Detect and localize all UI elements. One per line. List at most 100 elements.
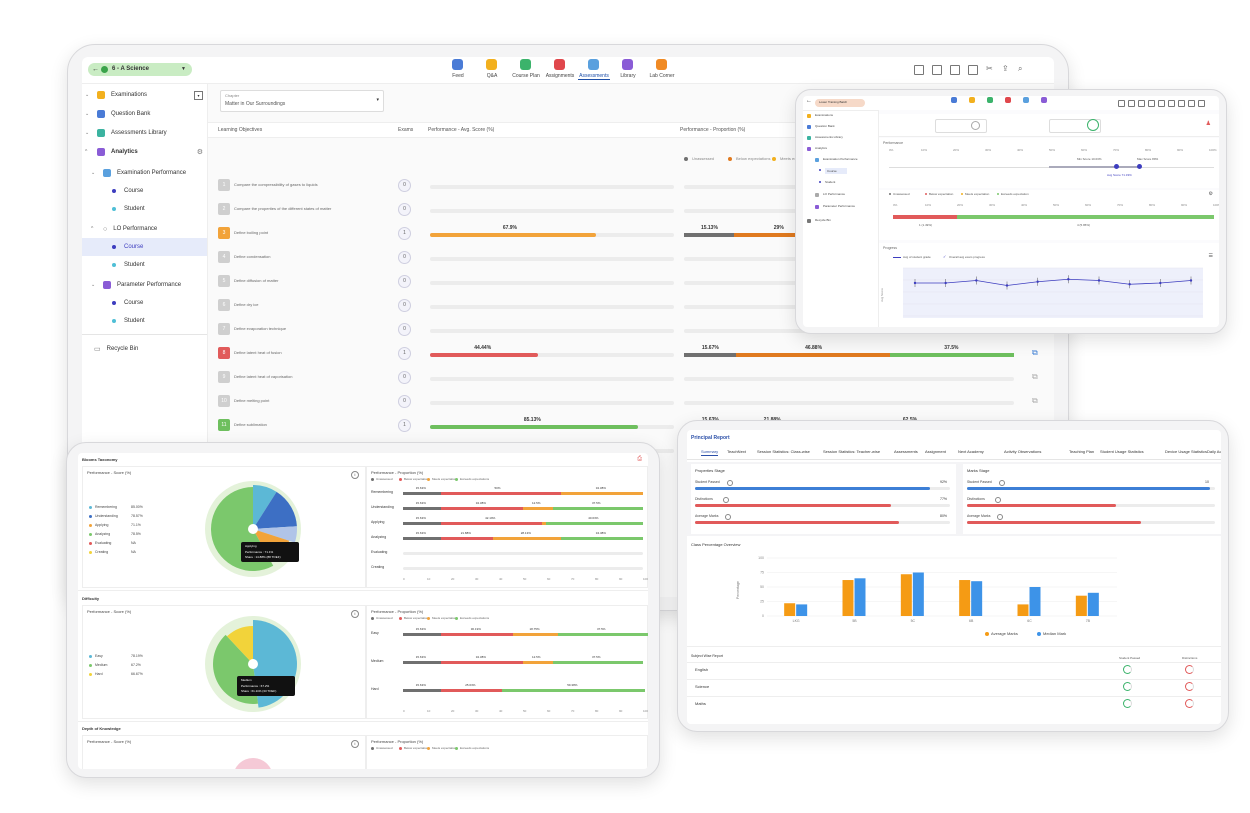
sidebar-item-analytics[interactable]: ^ Analytics ⚙ xyxy=(82,143,207,161)
tr-nav-icon[interactable] xyxy=(1005,97,1011,103)
sidebar-item-question-bank[interactable]: ⌄ Question Bank xyxy=(82,105,207,123)
sidebar-item-examinations[interactable]: ⌄ Examinations ▾ xyxy=(82,86,207,104)
sidebar-item-examination-performance[interactable]: ⌄ Examination Performance xyxy=(82,164,207,182)
tr-nav-icon[interactable] xyxy=(1023,97,1029,103)
tr-sidebar-item[interactable]: Course xyxy=(825,168,847,174)
nav-library-icon[interactable] xyxy=(622,59,633,70)
sidebar-item-parameter-performance[interactable]: ⌄ Parameter Performance xyxy=(82,276,207,294)
class-selector[interactable]: ← 6 - A Science ▼ xyxy=(88,63,192,76)
tr-sidebar-item[interactable]: Examination Performance xyxy=(823,157,858,161)
toolbar-icon-4[interactable] xyxy=(968,65,978,75)
tr-filter-icon[interactable]: ☰ xyxy=(1208,253,1213,259)
tr-sidebar-item[interactable]: Analytics xyxy=(815,146,828,150)
settings-icon[interactable]: ⚙ xyxy=(196,149,203,156)
toolbar-icon-1[interactable] xyxy=(914,65,924,75)
back-icon[interactable]: ← xyxy=(92,66,99,73)
pie-slice[interactable] xyxy=(253,526,297,543)
tr-nav-icon[interactable] xyxy=(969,97,975,103)
tr-nav-icon[interactable] xyxy=(987,97,993,103)
tr-tool-icon[interactable] xyxy=(1158,100,1165,107)
report-tab[interactable]: Session Statistics: Class-wise xyxy=(757,449,810,454)
sidebar-item-course[interactable]: Course xyxy=(82,294,207,312)
tr-tool-icon[interactable] xyxy=(1118,100,1125,107)
bar-average-marks[interactable] xyxy=(1017,604,1029,616)
info-icon[interactable]: i xyxy=(351,471,359,479)
tr-user-icon[interactable]: ♟ xyxy=(1205,121,1211,127)
nav-item-library[interactable]: Library xyxy=(620,73,636,79)
nav-assignments-icon[interactable] xyxy=(554,59,565,70)
tr-tool-icon[interactable] xyxy=(1188,100,1195,107)
tr-nav-icon[interactable] xyxy=(951,97,957,103)
pdf-icon[interactable]: ⎙ xyxy=(637,456,642,462)
open-detail-icon[interactable]: ⧉ xyxy=(1032,348,1038,357)
bar-median-mark[interactable] xyxy=(912,572,924,617)
tr-sidebar-item[interactable]: Parameter Performance xyxy=(823,204,856,208)
tr-tool-icon[interactable] xyxy=(1168,100,1175,107)
info-icon[interactable] xyxy=(723,497,729,503)
report-tab[interactable]: Assessments xyxy=(894,449,918,454)
info-icon[interactable] xyxy=(725,514,731,520)
nav-item-q-a[interactable]: Q&A xyxy=(486,73,498,79)
nav-item-assignments[interactable]: Assignments xyxy=(545,73,575,79)
search-icon[interactable]: ⌕ xyxy=(1018,64,1023,73)
bar-median-mark[interactable] xyxy=(1087,592,1099,616)
tr-sidebar-item[interactable]: Assessments Library xyxy=(815,135,843,139)
nav-item-feed[interactable]: Feed xyxy=(452,73,464,79)
nav-lab-corner-icon[interactable] xyxy=(656,59,667,70)
bar-average-marks[interactable] xyxy=(900,574,912,616)
report-tab[interactable]: Next Academy xyxy=(958,449,984,454)
bar-median-mark[interactable] xyxy=(796,604,808,616)
bar-average-marks[interactable] xyxy=(959,580,971,616)
pie-slice[interactable] xyxy=(253,485,277,529)
tr-sidebar-item[interactable]: LO Performance xyxy=(823,192,846,196)
tr-sidebar-item[interactable]: Recycle Bin xyxy=(815,218,831,222)
nav-course-plan-icon[interactable] xyxy=(520,59,531,70)
bar-median-mark[interactable] xyxy=(1029,587,1041,616)
nav-assessments-icon[interactable] xyxy=(588,59,599,70)
bar-average-marks[interactable] xyxy=(1075,595,1087,616)
tr-filter-1[interactable] xyxy=(935,119,987,133)
wrench-icon[interactable]: ✂ xyxy=(986,64,993,73)
pie-slice[interactable] xyxy=(226,626,253,664)
bar-average-marks[interactable] xyxy=(784,603,796,616)
share-icon[interactable]: ⇪ xyxy=(1002,64,1009,73)
sidebar-item-assessments-library[interactable]: ⌄ Assessments Library xyxy=(82,124,207,142)
pie-slice[interactable] xyxy=(253,491,297,529)
tr-filter-2[interactable] xyxy=(1049,119,1101,133)
tr-settings-icon[interactable]: ⚙ xyxy=(1208,191,1213,197)
tr-back-icon[interactable]: ← xyxy=(806,98,812,104)
bar-median-mark[interactable] xyxy=(971,581,983,616)
report-tab[interactable]: TeachNext xyxy=(727,449,746,454)
sidebar-item-course[interactable]: Course xyxy=(82,182,207,200)
sidebar-item-recycle-bin[interactable]: ▭ Recycle Bin xyxy=(82,340,207,358)
tr-sidebar-item[interactable]: Examinations xyxy=(815,113,834,117)
open-detail-icon[interactable]: ⧉ xyxy=(1032,372,1038,381)
nav-q-a-icon[interactable] xyxy=(486,59,497,70)
info-icon[interactable]: i xyxy=(351,740,359,748)
tr-selector[interactable] xyxy=(815,99,865,107)
tr-tool-icon[interactable] xyxy=(1178,100,1185,107)
report-tab[interactable]: Device Usage Statistics xyxy=(1165,449,1208,454)
tr-tool-icon[interactable] xyxy=(1138,100,1145,107)
sidebar-item-student[interactable]: Student xyxy=(82,200,207,218)
chapter-dropdown[interactable]: Chapter Matter in Our Surroundings ▾ xyxy=(220,90,384,112)
tr-sidebar-item[interactable]: Question Bank xyxy=(815,124,835,128)
report-tab[interactable]: Summary xyxy=(701,449,719,456)
toolbar-icon-2[interactable] xyxy=(932,65,942,75)
tr-tool-icon[interactable] xyxy=(1148,100,1155,107)
dropdown-icon[interactable]: ▾ xyxy=(194,90,203,100)
info-icon[interactable] xyxy=(727,480,733,486)
bar-average-marks[interactable] xyxy=(842,580,854,616)
nav-feed-icon[interactable] xyxy=(452,59,463,70)
report-tab[interactable]: Teaching Plan xyxy=(1069,449,1095,454)
info-icon[interactable] xyxy=(999,480,1005,486)
tr-tool-icon[interactable] xyxy=(1128,100,1135,107)
sidebar-item-student[interactable]: Student xyxy=(82,256,207,274)
nav-item-assessments[interactable]: Assessments xyxy=(578,73,610,80)
tr-nav-icon[interactable] xyxy=(1041,97,1047,103)
report-tab[interactable]: Daily Act xyxy=(1207,449,1221,454)
sidebar-item-course-active[interactable]: Course xyxy=(82,238,207,256)
report-tab[interactable]: Assignment xyxy=(925,449,946,454)
sidebar-item-lo-performance[interactable]: ^ ○ LO Performance xyxy=(82,220,207,238)
info-icon[interactable] xyxy=(995,497,1001,503)
